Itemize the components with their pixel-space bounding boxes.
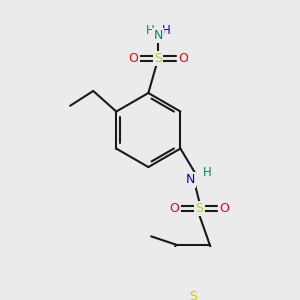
Text: O: O: [170, 202, 180, 215]
Text: O: O: [219, 202, 229, 215]
Text: O: O: [178, 52, 188, 65]
Text: H: H: [146, 24, 154, 37]
Text: S: S: [195, 202, 203, 215]
Text: H: H: [202, 166, 211, 179]
Text: N: N: [154, 29, 163, 42]
Text: N: N: [186, 173, 195, 186]
Text: S: S: [154, 52, 162, 65]
Text: H: H: [162, 24, 171, 37]
Text: S: S: [189, 290, 197, 300]
Text: O: O: [129, 52, 139, 65]
